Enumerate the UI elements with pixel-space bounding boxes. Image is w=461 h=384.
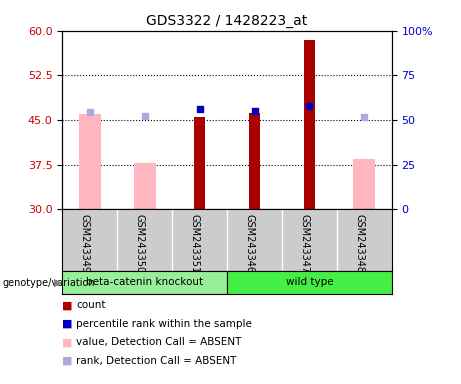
Text: ▶: ▶ bbox=[54, 278, 63, 288]
Text: GSM243351: GSM243351 bbox=[189, 214, 200, 273]
Bar bbox=[194, 117, 205, 209]
Text: beta-catenin knockout: beta-catenin knockout bbox=[86, 277, 203, 287]
Text: value, Detection Call = ABSENT: value, Detection Call = ABSENT bbox=[76, 337, 242, 347]
Bar bbox=[227, 271, 392, 294]
Text: ■: ■ bbox=[62, 319, 73, 329]
Text: rank, Detection Call = ABSENT: rank, Detection Call = ABSENT bbox=[76, 356, 236, 366]
Text: wild type: wild type bbox=[286, 277, 333, 287]
Text: percentile rank within the sample: percentile rank within the sample bbox=[76, 319, 252, 329]
Text: count: count bbox=[76, 300, 106, 310]
Bar bbox=[62, 271, 227, 294]
Text: GSM243347: GSM243347 bbox=[300, 214, 309, 273]
Text: ■: ■ bbox=[62, 300, 73, 310]
Text: ■: ■ bbox=[62, 356, 73, 366]
Bar bbox=[134, 164, 156, 209]
Text: GSM243348: GSM243348 bbox=[355, 214, 364, 273]
Bar bbox=[79, 114, 100, 209]
Text: GSM243349: GSM243349 bbox=[80, 214, 90, 273]
Text: GSM243350: GSM243350 bbox=[135, 214, 145, 273]
Bar bbox=[354, 159, 375, 209]
Title: GDS3322 / 1428223_at: GDS3322 / 1428223_at bbox=[147, 14, 307, 28]
Text: GSM243346: GSM243346 bbox=[244, 214, 254, 273]
Text: ■: ■ bbox=[62, 337, 73, 347]
Bar bbox=[249, 113, 260, 209]
Bar bbox=[304, 40, 315, 209]
Text: genotype/variation: genotype/variation bbox=[2, 278, 95, 288]
